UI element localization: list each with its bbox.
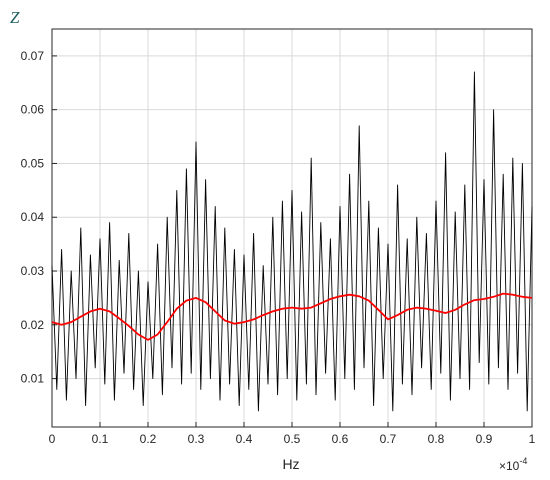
noisy-series-line	[51, 71, 533, 412]
x-tick-label: 0.4	[236, 432, 253, 446]
y-tick-label: 0.01	[21, 372, 45, 386]
x-tick-label: 0.8	[428, 432, 445, 446]
y-tick-label: 0.03	[21, 264, 45, 278]
y-tick-label: 0.04	[21, 210, 45, 224]
x-tick-label: 0.9	[476, 432, 493, 446]
x-tick-label: 0.1	[92, 432, 109, 446]
y-tick-label: 0.07	[21, 49, 45, 63]
x-tick-label: 0.5	[284, 432, 301, 446]
axis-ticks: 0 0.1 0.2 0.3 0.4 0.5 0.6 0.7 0.8 0.9 1 0.01 0.02 0.0…	[21, 49, 536, 446]
y-axis-title: Z	[10, 8, 20, 27]
x-axis-exponent: ×10-4	[499, 456, 527, 473]
x-axis-title: Hz	[282, 456, 299, 472]
y-tick-label: 0.05	[21, 156, 45, 170]
x-tick-label: 0.3	[188, 432, 205, 446]
x-tick-label: 0.6	[332, 432, 349, 446]
series-group	[51, 71, 533, 412]
x-tick-label: 0	[49, 432, 56, 446]
smoothed-series-line	[51, 292, 533, 341]
x-axis-exponent-base: ×10	[499, 459, 520, 473]
x-axis-exponent-power: -4	[519, 456, 527, 466]
y-tick-label: 0.06	[21, 103, 45, 117]
y-tick-label: 0.02	[21, 318, 45, 332]
x-tick-label: 1	[529, 432, 536, 446]
x-tick-label: 0.2	[140, 432, 157, 446]
x-tick-label: 0.7	[380, 432, 397, 446]
